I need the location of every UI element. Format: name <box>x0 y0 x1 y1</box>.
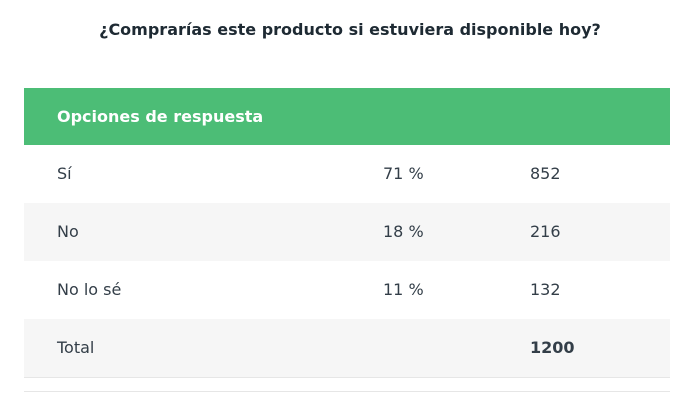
count-cell: 132 <box>530 280 561 299</box>
table-row: Sí 71 % 852 <box>24 145 670 203</box>
count-cell: 852 <box>530 164 561 183</box>
table-footer <box>24 377 670 392</box>
results-table: Opciones de respuesta Sí 71 % 852 No 18 … <box>24 88 670 392</box>
percent-cell: 11 % <box>383 280 424 299</box>
header-cell: Opciones de respuesta <box>57 107 264 126</box>
option-cell: No lo sé <box>57 280 122 299</box>
total-label: Total <box>57 338 95 357</box>
percent-cell: 18 % <box>383 222 424 241</box>
percent-cell: 71 % <box>383 164 424 183</box>
title: ¿Comprarías este producto si estuviera d… <box>99 20 601 39</box>
total-row: Total 1200 <box>24 319 670 377</box>
table-row: No lo sé 11 % 132 <box>24 261 670 319</box>
count-cell: 216 <box>530 222 561 241</box>
table-header: Opciones de respuesta <box>24 88 670 145</box>
total-count: 1200 <box>530 338 575 357</box>
option-cell: Sí <box>57 164 72 183</box>
option-cell: No <box>57 222 79 241</box>
table-row: No 18 % 216 <box>24 203 670 261</box>
